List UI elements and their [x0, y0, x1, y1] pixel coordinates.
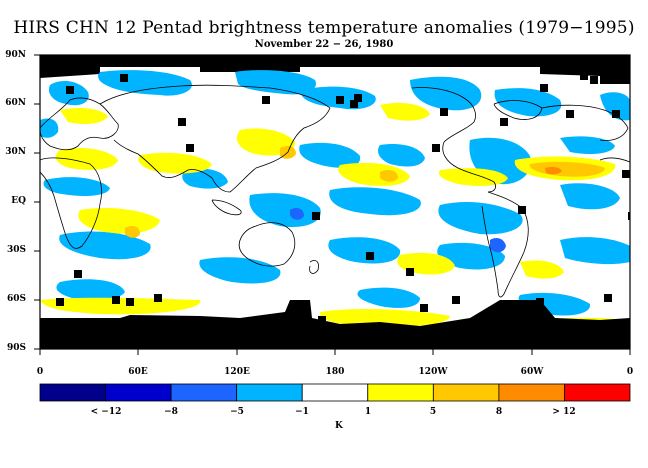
colorbar-label: 1 [364, 407, 372, 417]
missing-data-square [540, 84, 548, 92]
missing-data-square [304, 322, 312, 330]
missing-data-square [536, 298, 544, 306]
missing-data-square [366, 252, 374, 260]
colorbar-label: −1 [295, 407, 309, 417]
xtick-label: 120W [418, 367, 448, 377]
ytick-label: 60N [5, 98, 26, 108]
xtick-label: 0 [626, 367, 634, 377]
missing-data-square [604, 294, 612, 302]
missing-data-square [186, 144, 194, 152]
ytick-label: 60S [6, 294, 26, 304]
ytick-label: 30S [6, 245, 26, 255]
ytick-label: 30N [5, 147, 26, 157]
colorbar-label: 8 [495, 407, 503, 417]
missing-data-square [612, 110, 620, 118]
missing-data-square [312, 212, 320, 220]
colorbar-swatch [367, 383, 434, 402]
colorbar [39, 383, 631, 402]
colorbar-swatch [498, 383, 565, 402]
colorbar-label: 5 [429, 407, 437, 417]
missing-data-square [580, 72, 588, 80]
warm-anomaly-regions [40, 102, 630, 333]
missing-data-square [262, 96, 270, 104]
colorbar-swatch [105, 383, 172, 402]
map-subtitle: November 22 − 26, 1980 [254, 39, 394, 50]
missing-data-square [452, 296, 460, 304]
colorbar-label: < −12 [90, 407, 122, 417]
missing-data-square [336, 96, 344, 104]
missing-data-square [56, 298, 64, 306]
missing-data-square [514, 310, 522, 318]
missing-data-square [318, 316, 326, 324]
missing-data-square [112, 296, 120, 304]
missing-data-square [420, 304, 428, 312]
missing-data-square [566, 110, 574, 118]
ytick-label: 90S [6, 343, 26, 353]
missing-data-square [406, 268, 414, 276]
missing-data-squares [56, 66, 630, 334]
xtick-label: 60W [520, 367, 544, 377]
ytick-label: EQ [11, 196, 26, 206]
missing-data-square [628, 212, 630, 220]
missing-data-square [354, 94, 362, 102]
axis-ticks [34, 54, 631, 355]
xtick-label: 120E [224, 367, 250, 377]
missing-data-square [290, 314, 298, 322]
missing-data-square [622, 170, 630, 178]
ytick-label: 90N [5, 50, 26, 60]
missing-data-square [154, 294, 162, 302]
missing-data-square [440, 108, 448, 116]
missing-data-square [350, 100, 358, 108]
colorbar-swatch [564, 383, 631, 402]
colorbar-swatch [301, 383, 369, 402]
colorbar-swatch [432, 383, 500, 402]
missing-data-south [40, 300, 630, 349]
missing-data-square [178, 118, 186, 126]
missing-data-square [556, 66, 564, 74]
colorbar-label: > 12 [552, 407, 576, 417]
colorbar-label: −8 [164, 407, 178, 417]
missing-data-square [74, 270, 82, 278]
missing-data-square [120, 74, 128, 82]
colorbar-unit: K [335, 421, 343, 431]
map-title: HIRS CHN 12 Pentad brightness temperatur… [13, 18, 635, 38]
missing-data-square [380, 326, 388, 334]
missing-data-square [66, 86, 74, 94]
colorbar-swatch [170, 383, 238, 402]
xtick-label: 60E [128, 367, 148, 377]
colorbar-swatch [236, 383, 303, 402]
colorbar-swatch [39, 383, 106, 402]
missing-data-square [432, 144, 440, 152]
missing-data-square [126, 298, 134, 306]
colorbar-label: −5 [230, 407, 244, 417]
xtick-label: 180 [325, 367, 345, 377]
missing-data-square [500, 118, 508, 126]
missing-data-square [518, 206, 526, 214]
xtick-label: 0 [36, 367, 44, 377]
missing-data-square [590, 76, 598, 84]
